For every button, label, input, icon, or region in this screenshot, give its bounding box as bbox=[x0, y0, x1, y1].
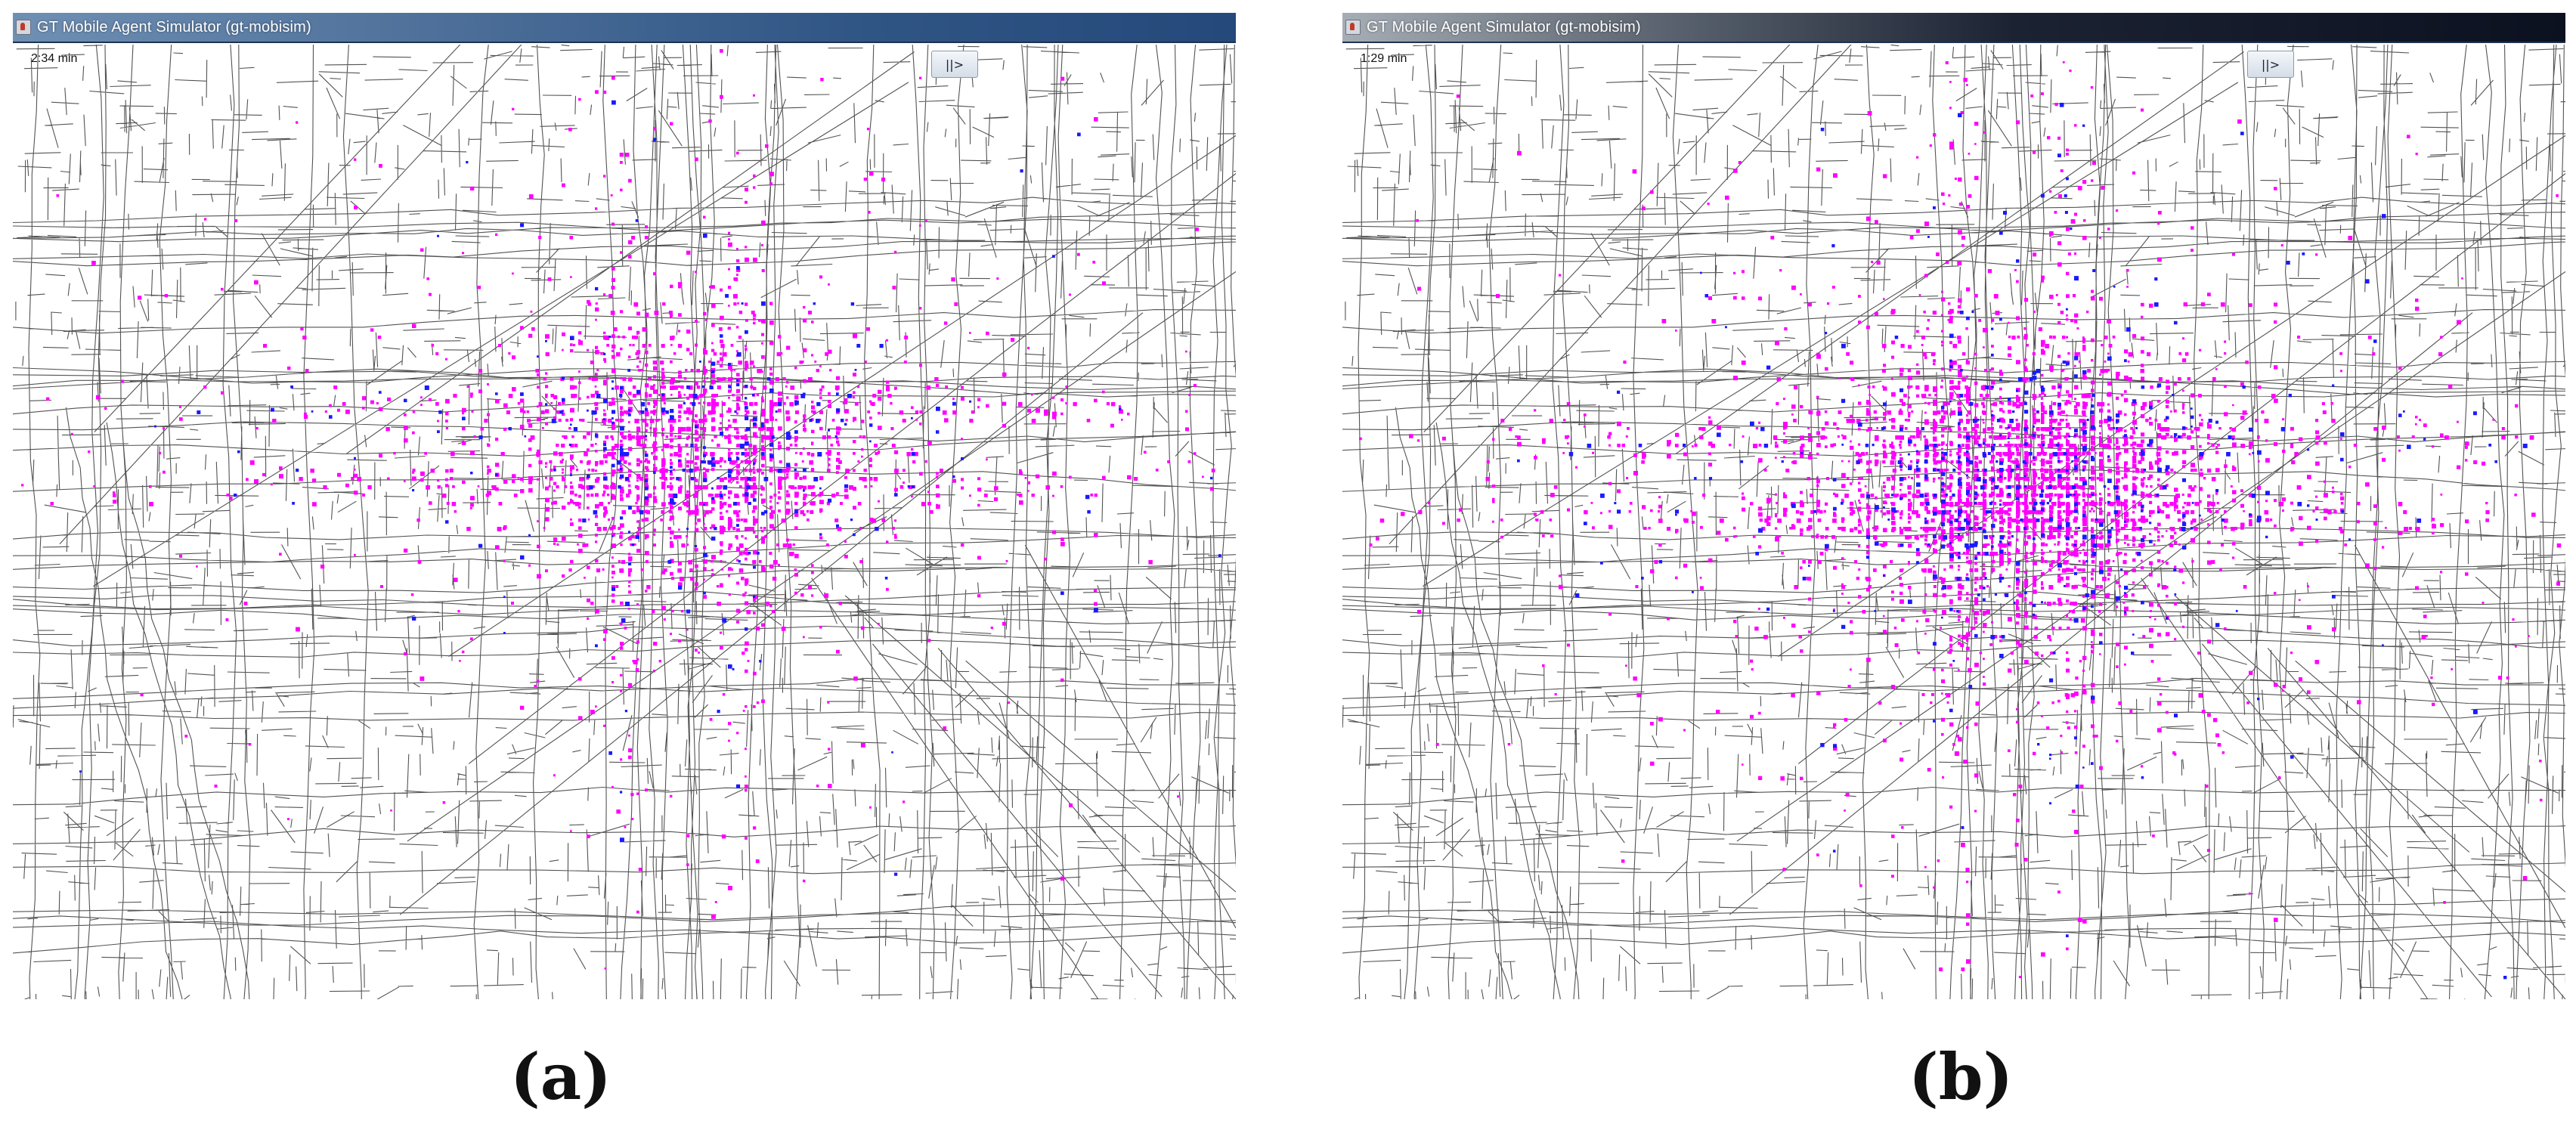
road-network-map[interactable] bbox=[1342, 45, 2565, 999]
java-app-icon bbox=[1345, 20, 1361, 35]
java-app-icon bbox=[16, 20, 31, 35]
window-titlebar[interactable]: GT Mobile Agent Simulator (gt-mobisim) bbox=[13, 13, 1236, 43]
panel-caption-b: (b) bbox=[1909, 1039, 2014, 1114]
play-pause-button[interactable]: ||> bbox=[931, 51, 978, 78]
simulator-window-b: GT Mobile Agent Simulator (gt-mobisim) 1… bbox=[1342, 13, 2565, 999]
play-pause-button[interactable]: ||> bbox=[2247, 51, 2294, 78]
road-network bbox=[13, 45, 1236, 999]
window-titlebar[interactable]: GT Mobile Agent Simulator (gt-mobisim) bbox=[1342, 13, 2565, 43]
window-title: GT Mobile Agent Simulator (gt-mobisim) bbox=[1367, 18, 1641, 36]
road-network-map[interactable] bbox=[13, 45, 1236, 999]
elapsed-time-label: 2:34 min bbox=[31, 52, 78, 65]
vehicle-agents-magenta bbox=[21, 49, 1215, 970]
window-title: GT Mobile Agent Simulator (gt-mobisim) bbox=[37, 18, 311, 36]
simulator-window-a: GT Mobile Agent Simulator (gt-mobisim) 2… bbox=[13, 13, 1236, 999]
panel-caption-a: (a) bbox=[510, 1039, 611, 1114]
elapsed-time-label: 1:29 min bbox=[1361, 52, 1407, 65]
